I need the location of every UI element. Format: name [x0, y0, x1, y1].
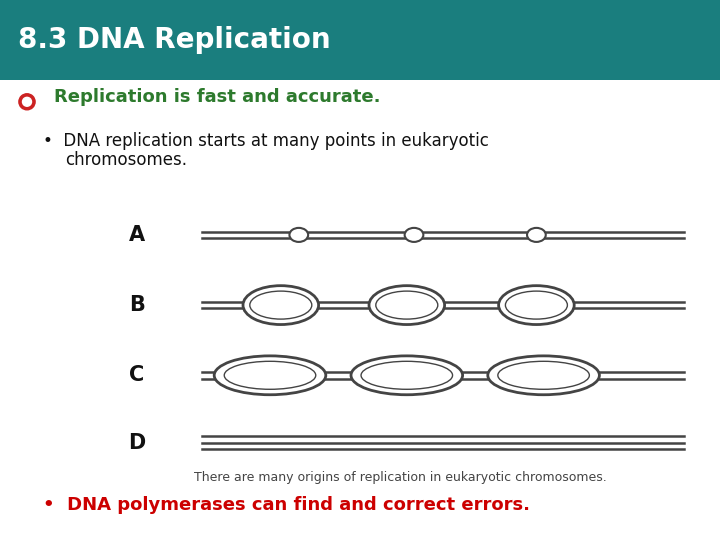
Ellipse shape — [369, 286, 444, 325]
Text: There are many origins of replication in eukaryotic chromosomes.: There are many origins of replication in… — [194, 471, 607, 484]
Ellipse shape — [487, 356, 599, 395]
Text: •  DNA replication starts at many points in eukaryotic: • DNA replication starts at many points … — [43, 132, 489, 150]
Text: C: C — [129, 365, 145, 386]
Text: B: B — [129, 295, 145, 315]
Circle shape — [527, 228, 546, 242]
Circle shape — [22, 97, 32, 106]
Circle shape — [19, 94, 35, 110]
Ellipse shape — [215, 356, 325, 395]
Text: 8.3 DNA Replication: 8.3 DNA Replication — [18, 26, 330, 54]
Ellipse shape — [498, 286, 575, 325]
Ellipse shape — [243, 286, 319, 325]
Circle shape — [289, 228, 308, 242]
Bar — [0, 0, 720, 80]
Text: chromosomes.: chromosomes. — [65, 151, 186, 169]
Circle shape — [405, 228, 423, 242]
Ellipse shape — [351, 356, 462, 395]
Text: •  DNA polymerases can find and correct errors.: • DNA polymerases can find and correct e… — [43, 496, 530, 514]
Text: A: A — [129, 225, 145, 245]
Text: D: D — [128, 433, 145, 453]
Text: Replication is fast and accurate.: Replication is fast and accurate. — [54, 88, 380, 106]
